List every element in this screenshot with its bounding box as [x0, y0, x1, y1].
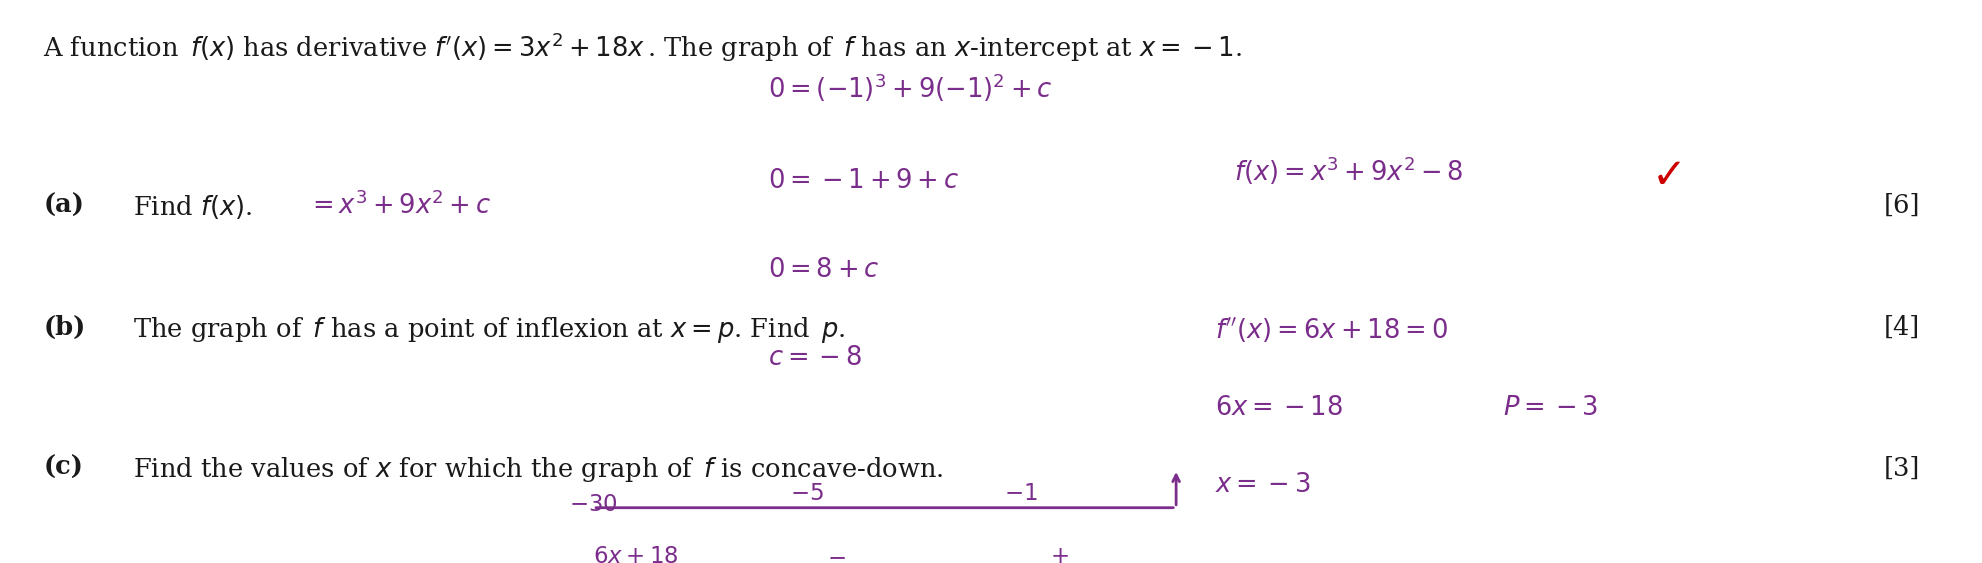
- Text: Find the values of $x$ for which the graph of $\,f$ is concave-down.: Find the values of $x$ for which the gra…: [133, 455, 943, 484]
- Text: [4]: [4]: [1883, 315, 1919, 339]
- Text: $f''(x)=6x+18=0$: $f''(x)=6x+18=0$: [1215, 315, 1447, 343]
- Text: [3]: [3]: [1883, 455, 1919, 480]
- Text: $6x=-18$: $6x=-18$: [1215, 395, 1342, 419]
- Text: [6]: [6]: [1883, 193, 1919, 218]
- Text: $P=-3$: $P=-3$: [1502, 395, 1597, 419]
- Text: $=x^3+9x^2+c$: $=x^3+9x^2+c$: [307, 190, 492, 219]
- Text: ✓: ✓: [1651, 155, 1687, 196]
- Text: $+$: $+$: [1050, 546, 1068, 563]
- Text: $-1$: $-1$: [1003, 483, 1037, 505]
- Text: $x=-3$: $x=-3$: [1215, 472, 1310, 497]
- Text: Find $f(x)$.: Find $f(x)$.: [133, 193, 252, 221]
- Text: A function $\,f(x)$ has derivative $f'(x)=3x^2+18x\,$. The graph of $\,f$ has an: A function $\,f(x)$ has derivative $f'(x…: [44, 30, 1241, 64]
- Text: $-5$: $-5$: [789, 483, 823, 505]
- Text: $6x+18$: $6x+18$: [593, 546, 678, 563]
- Text: (c): (c): [44, 455, 83, 480]
- Text: $0=-1+9+c$: $0=-1+9+c$: [767, 168, 959, 194]
- Text: $0=(-1)^3+9(-1)^2+c$: $0=(-1)^3+9(-1)^2+c$: [767, 72, 1052, 104]
- Text: (a): (a): [44, 193, 83, 218]
- Text: $f(x)=x^3+9x^2-8$: $f(x)=x^3+9x^2-8$: [1233, 155, 1463, 187]
- Text: $0=8+c$: $0=8+c$: [767, 257, 880, 282]
- Text: $c=-8$: $c=-8$: [767, 345, 862, 370]
- Text: $-30$: $-30$: [569, 494, 616, 516]
- Text: The graph of $\,f$ has a point of inflexion at $x=p$. Find $\,p$.: The graph of $\,f$ has a point of inflex…: [133, 315, 844, 345]
- Text: (b): (b): [44, 315, 85, 339]
- Text: $-$: $-$: [826, 546, 844, 563]
